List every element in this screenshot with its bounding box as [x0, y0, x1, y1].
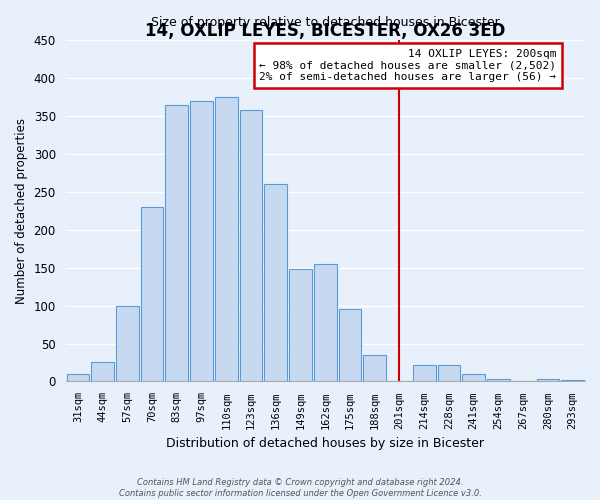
Bar [463, 374, 485, 382]
Bar [141, 207, 163, 382]
Bar [536, 379, 559, 382]
Bar [91, 362, 114, 382]
Bar [561, 380, 584, 382]
Bar [487, 379, 510, 382]
Text: Contains HM Land Registry data © Crown copyright and database right 2024.
Contai: Contains HM Land Registry data © Crown c… [119, 478, 481, 498]
Bar [215, 97, 238, 382]
Bar [265, 184, 287, 382]
Text: Size of property relative to detached houses in Bicester: Size of property relative to detached ho… [151, 16, 500, 30]
Bar [314, 264, 337, 382]
Bar [67, 374, 89, 382]
Bar [338, 310, 361, 382]
Title: 14, OXLIP LEYES, BICESTER, OX26 3ED: 14, OXLIP LEYES, BICESTER, OX26 3ED [145, 22, 505, 40]
Bar [413, 365, 436, 382]
X-axis label: Distribution of detached houses by size in Bicester: Distribution of detached houses by size … [166, 437, 484, 450]
Bar [239, 110, 262, 382]
Text: 14 OXLIP LEYES: 200sqm
← 98% of detached houses are smaller (2,502)
2% of semi-d: 14 OXLIP LEYES: 200sqm ← 98% of detached… [259, 49, 556, 82]
Bar [190, 101, 213, 382]
Bar [437, 365, 460, 382]
Bar [116, 306, 139, 382]
Bar [289, 270, 312, 382]
Bar [364, 355, 386, 382]
Bar [166, 105, 188, 382]
Y-axis label: Number of detached properties: Number of detached properties [15, 118, 28, 304]
